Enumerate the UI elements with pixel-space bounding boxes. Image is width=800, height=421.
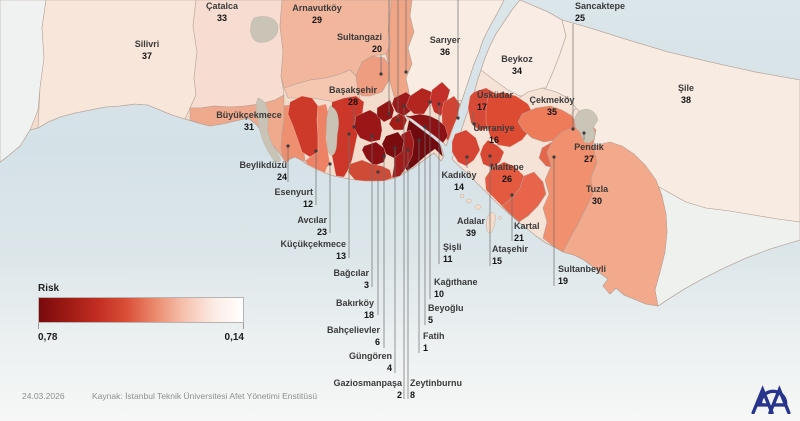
district-dot xyxy=(382,154,386,158)
district-dot xyxy=(370,134,374,138)
buyukcekmece-lake xyxy=(255,97,282,163)
district-shape-esenler xyxy=(376,99,395,123)
district-dot xyxy=(437,102,441,106)
legend-min-value: 0,14 xyxy=(224,332,244,343)
district-dot xyxy=(417,138,421,142)
omerli-reservoir xyxy=(574,109,599,144)
district-dot xyxy=(472,122,476,126)
district-shape-kartal xyxy=(501,171,547,223)
district-shape-gaziosmanpasa xyxy=(391,91,415,117)
district-dot xyxy=(376,170,380,174)
district-dot xyxy=(387,112,391,116)
district-dot xyxy=(465,155,469,159)
district-dot xyxy=(552,155,556,159)
district-dot xyxy=(286,144,290,148)
risk-legend: Risk 0,78 0,14 xyxy=(38,283,244,343)
district-shape-besiktas xyxy=(441,95,461,142)
district-dot xyxy=(314,149,318,153)
district-shape-kagithane xyxy=(405,87,433,115)
aa-logo-letter-a2 xyxy=(768,385,791,414)
district-dot xyxy=(456,116,460,120)
district-dot xyxy=(582,131,586,135)
source-text: Kaynak: İstanbul Teknik Üniversitesi Afe… xyxy=(92,391,318,401)
district-dot xyxy=(393,146,397,150)
aa-logo-letter-a1 xyxy=(751,385,774,414)
legend-max-value: 0,78 xyxy=(38,332,58,343)
terkos-lake xyxy=(250,16,279,43)
district-dot xyxy=(488,154,492,158)
kucukcekmece-lake xyxy=(326,105,339,156)
district-shape-umraniye xyxy=(485,91,535,148)
district-shape-kadikoy xyxy=(451,129,481,167)
district-shape-bakirkoy xyxy=(347,159,393,182)
district-dot xyxy=(423,125,427,129)
legend-gradient-bar xyxy=(38,297,244,329)
district-dot xyxy=(328,162,332,166)
district-dot xyxy=(379,72,383,76)
legend-title: Risk xyxy=(38,283,60,294)
district-dot xyxy=(352,125,356,129)
district-dot xyxy=(428,100,432,104)
adalar-islands xyxy=(459,193,502,234)
date-text: 24.03.2026 xyxy=(22,391,65,401)
district-dot xyxy=(510,193,514,197)
district-dot xyxy=(571,127,575,131)
aa-agency-logo xyxy=(751,385,791,414)
district-shape-catalca xyxy=(189,0,285,109)
district-dot xyxy=(396,118,400,122)
district-dot xyxy=(404,70,408,74)
district-shape-gungoren xyxy=(381,131,405,159)
leader-lines xyxy=(286,0,586,399)
district-shape-tuzla xyxy=(562,141,668,307)
district-dot xyxy=(406,148,410,152)
lakes xyxy=(250,16,599,163)
district-dot xyxy=(347,132,351,136)
district-dot xyxy=(402,104,406,108)
district-shape-bagcilar xyxy=(353,109,383,143)
